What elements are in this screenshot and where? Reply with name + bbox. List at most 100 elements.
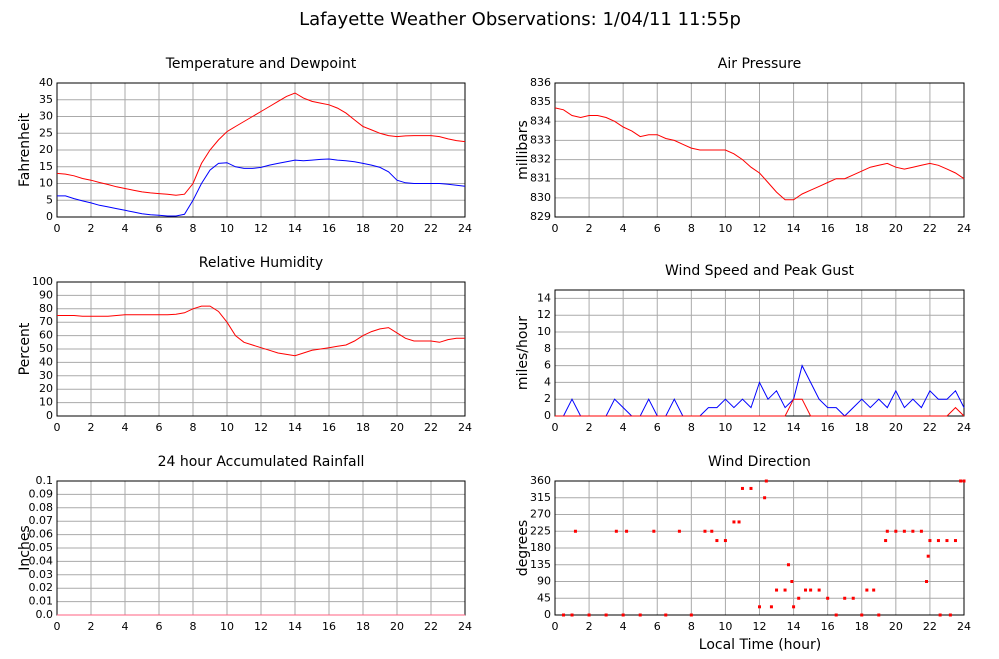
data-point (604, 613, 608, 617)
y-tick-label: 30 (39, 110, 53, 123)
data-point (884, 539, 888, 543)
data-point (885, 529, 889, 533)
x-tick-label: 8 (190, 620, 197, 633)
y-tick-label: 5 (46, 193, 53, 206)
data-point (959, 479, 963, 483)
x-axis-label: Local Time (hour) (699, 637, 821, 653)
x-tick-label: 20 (889, 620, 903, 633)
y-tick-label: 830 (530, 191, 551, 204)
y-tick-label: 25 (39, 126, 53, 139)
data-point (786, 563, 790, 567)
data-point (902, 529, 906, 533)
y-tick-label: 0.03 (29, 568, 54, 581)
x-tick-label: 0 (54, 421, 61, 434)
y-tick-label: 20 (39, 143, 53, 156)
y-tick-label: 0.02 (29, 581, 54, 594)
data-point (804, 588, 808, 592)
x-tick-label: 4 (122, 620, 129, 633)
y-axis-label: degrees (515, 520, 531, 576)
x-tick-label: 10 (718, 620, 732, 633)
x-tick-label: 6 (654, 222, 661, 235)
x-tick-label: 10 (220, 421, 234, 434)
y-tick-label: 270 (530, 508, 551, 521)
data-point (938, 613, 942, 617)
data-point (928, 539, 932, 543)
panel-title: Temperature and Dewpoint (165, 56, 357, 72)
x-tick-label: 18 (855, 421, 869, 434)
data-point (723, 539, 727, 543)
data-point (570, 613, 574, 617)
data-point (652, 529, 656, 533)
data-point (677, 529, 681, 533)
data-point (948, 613, 952, 617)
y-tick-label: 20 (39, 382, 53, 395)
y-axis-label: millibars (515, 120, 531, 180)
data-point (664, 613, 668, 617)
y-tick-label: 40 (39, 76, 53, 89)
x-tick-label: 14 (288, 620, 302, 633)
x-tick-label: 14 (288, 222, 302, 235)
data-line (57, 305, 465, 357)
y-tick-label: 0 (46, 210, 53, 223)
x-tick-label: 0 (552, 222, 559, 235)
x-tick-label: 4 (620, 421, 627, 434)
data-point (911, 529, 915, 533)
y-tick-label: 35 (39, 93, 53, 106)
x-tick-label: 16 (322, 222, 336, 235)
x-tick-label: 18 (356, 620, 370, 633)
x-tick-label: 12 (254, 620, 268, 633)
x-tick-label: 12 (753, 421, 767, 434)
y-tick-label: 180 (530, 541, 551, 554)
y-axis-label: miles/hour (515, 316, 531, 390)
x-tick-label: 16 (322, 421, 336, 434)
data-point (797, 596, 801, 600)
x-tick-label: 6 (156, 620, 163, 633)
y-tick-label: 0 (544, 608, 551, 621)
y-tick-label: 135 (530, 558, 551, 571)
data-point (614, 529, 618, 533)
y-tick-label: 0.06 (29, 528, 54, 541)
x-tick-label: 24 (458, 620, 472, 633)
y-tick-label: 15 (39, 160, 53, 173)
y-tick-label: 90 (537, 575, 551, 588)
data-point (775, 588, 779, 592)
x-tick-label: 0 (54, 620, 61, 633)
x-tick-label: 14 (787, 421, 801, 434)
data-point (562, 613, 566, 617)
data-point (573, 529, 577, 533)
y-tick-label: 834 (530, 114, 551, 127)
data-point (587, 613, 591, 617)
y-tick-label: 0.0 (36, 608, 54, 621)
y-tick-label: 4 (544, 375, 551, 388)
data-point (749, 486, 753, 490)
y-tick-label: 835 (530, 95, 551, 108)
y-tick-label: 40 (39, 355, 53, 368)
data-point (865, 588, 869, 592)
x-tick-label: 4 (122, 421, 129, 434)
y-tick-label: 360 (530, 474, 551, 487)
data-point (953, 539, 957, 543)
x-tick-label: 22 (923, 620, 937, 633)
data-point (877, 613, 881, 617)
x-tick-label: 18 (855, 620, 869, 633)
data-line (555, 398, 965, 417)
data-point (737, 520, 741, 524)
data-point (834, 613, 838, 617)
data-point (962, 479, 966, 483)
x-tick-label: 10 (718, 421, 732, 434)
x-tick-label: 4 (620, 620, 627, 633)
y-tick-label: 0.07 (29, 514, 54, 527)
y-tick-label: 831 (530, 172, 551, 185)
data-point (817, 588, 821, 592)
x-tick-label: 2 (88, 421, 95, 434)
x-tick-label: 24 (458, 421, 472, 434)
data-point (792, 605, 796, 609)
y-tick-label: 0.09 (29, 487, 54, 500)
data-point (945, 539, 949, 543)
data-point (783, 588, 787, 592)
data-point (919, 529, 923, 533)
x-tick-label: 24 (458, 222, 472, 235)
x-tick-label: 10 (718, 222, 732, 235)
y-tick-label: 0 (544, 409, 551, 422)
x-tick-label: 24 (957, 222, 971, 235)
